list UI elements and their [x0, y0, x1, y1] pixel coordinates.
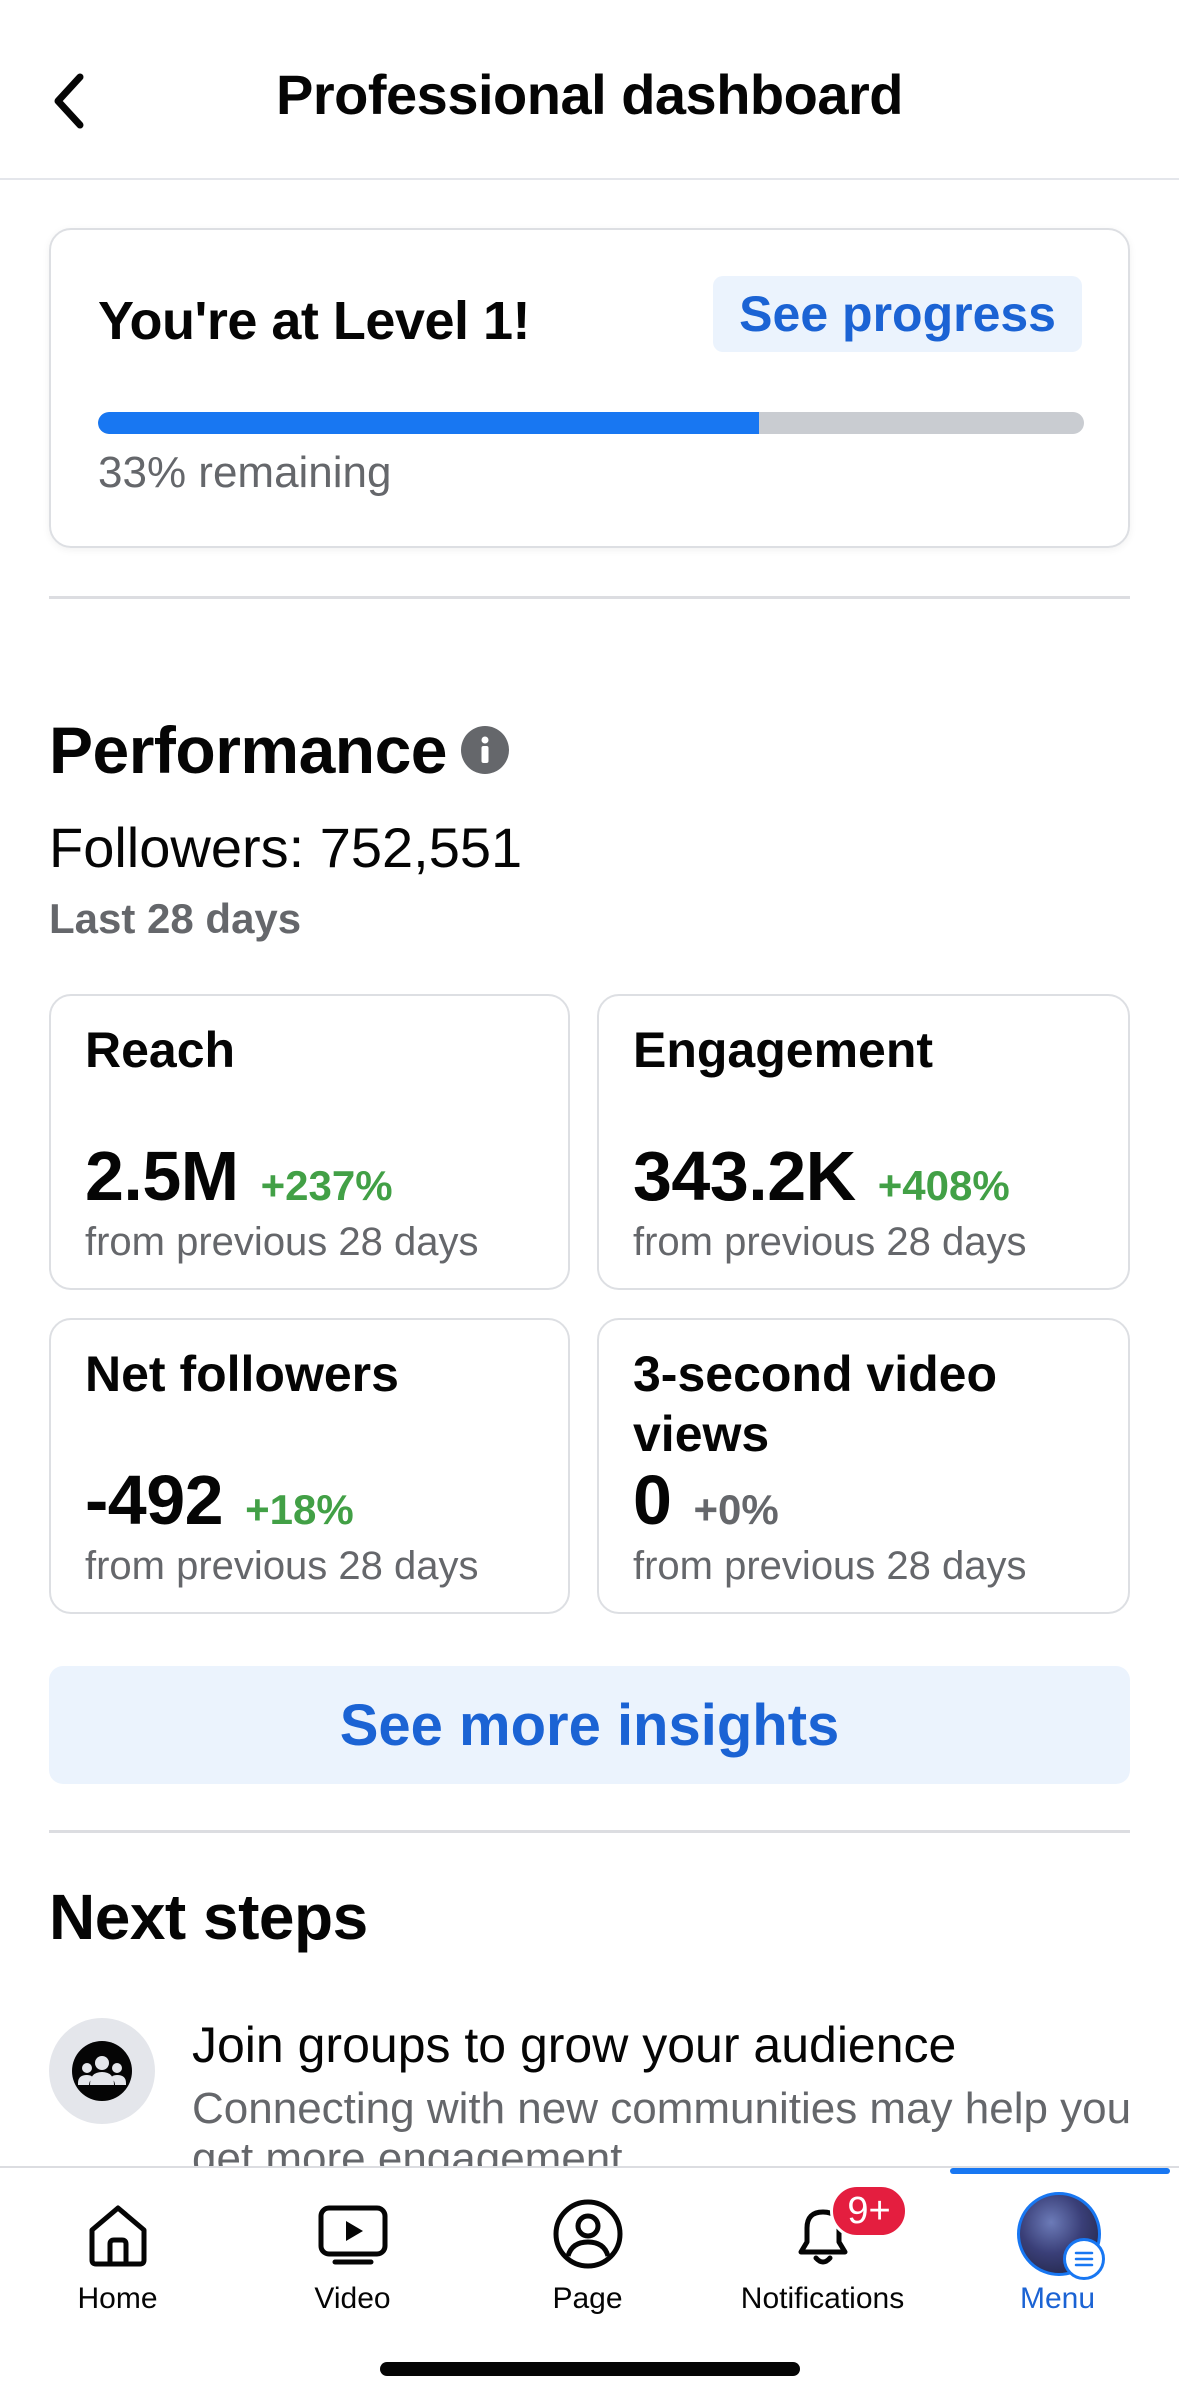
- header: Professional dashboard: [0, 0, 1179, 180]
- divider: [49, 596, 1130, 599]
- groups-icon: [72, 2041, 132, 2101]
- metric-change: +0%: [693, 1486, 779, 1533]
- metric-subtext: from previous 28 days: [633, 1544, 1027, 1588]
- metric-title: 3-second video views: [633, 1346, 997, 1462]
- metric-change: +237%: [260, 1162, 393, 1209]
- nav-item-notifications[interactable]: Notifications: [705, 2168, 940, 2338]
- metric-subtext: from previous 28 days: [633, 1220, 1027, 1264]
- level-card: You're at Level 1! See progress 33% rema…: [49, 228, 1130, 548]
- metric-value: 0: [633, 1461, 672, 1539]
- page-icon: [553, 2199, 622, 2269]
- nav-item-video[interactable]: Video: [235, 2168, 470, 2338]
- nav-label: Home: [77, 2282, 158, 2315]
- info-icon[interactable]: [461, 726, 510, 774]
- metric-row: 0 +0%: [633, 1460, 779, 1540]
- metric-row: 343.2K +408%: [633, 1136, 1010, 1216]
- see-more-insights-button[interactable]: See more insights: [49, 1666, 1130, 1784]
- metric-card-video-views[interactable]: 3-second video views 0 +0% from previous…: [597, 1318, 1130, 1614]
- nav-active-indicator: [950, 2168, 1170, 2174]
- metric-change: +18%: [245, 1486, 354, 1533]
- metric-change: +408%: [877, 1162, 1010, 1209]
- home-indicator: [380, 2362, 800, 2376]
- metric-subtext: from previous 28 days: [85, 1220, 479, 1264]
- remaining-text: 33% remaining: [98, 448, 392, 497]
- back-button[interactable]: [40, 66, 100, 136]
- period-label: Last 28 days: [49, 895, 302, 942]
- performance-heading: Performance: [49, 712, 510, 788]
- metric-title: Engagement: [633, 1022, 934, 1078]
- metric-card-engagement[interactable]: Engagement 343.2K +408% from previous 28…: [597, 994, 1130, 1290]
- nav-label: Video: [314, 2282, 391, 2315]
- step-icon: [49, 2018, 155, 2124]
- page-title: Professional dashboard: [276, 63, 903, 126]
- nav-item-menu[interactable]: Menu: [940, 2168, 1175, 2338]
- notifications-badge: 9+: [830, 2184, 908, 2238]
- metric-title: Reach: [85, 1022, 236, 1078]
- metric-row: -492 +18%: [85, 1460, 354, 1540]
- chevron-left-icon: [54, 73, 84, 129]
- step-title[interactable]: Join groups to grow your audience: [192, 2017, 957, 2073]
- nav-label: Notifications: [740, 2282, 905, 2315]
- level-progress-fill: [98, 412, 759, 434]
- metric-card-net-followers[interactable]: Net followers -492 +18% from previous 28…: [49, 1318, 570, 1614]
- performance-title: Performance: [49, 713, 448, 787]
- step-description: Connecting with new communities may help…: [192, 2084, 1132, 2183]
- metric-title: Net followers: [85, 1346, 399, 1402]
- home-icon: [89, 2205, 146, 2267]
- divider: [49, 1830, 1130, 1833]
- metric-value: 343.2K: [633, 1137, 856, 1215]
- nav-item-home[interactable]: Home: [0, 2168, 235, 2338]
- next-steps-title: Next steps: [49, 1881, 368, 1953]
- metric-value: -492: [85, 1461, 224, 1539]
- menu-icon: [1063, 2238, 1105, 2280]
- metric-card-reach[interactable]: Reach 2.5M +237% from previous 28 days: [49, 994, 570, 1290]
- video-icon: [318, 2205, 387, 2265]
- metric-subtext: from previous 28 days: [85, 1544, 479, 1588]
- nav-label: Menu: [1019, 2282, 1096, 2315]
- followers-count: Followers: 752,551: [49, 816, 523, 879]
- level-title: You're at Level 1!: [98, 291, 531, 351]
- nav-item-page[interactable]: Page: [470, 2168, 705, 2338]
- level-progress-bar: [98, 412, 1084, 434]
- metric-value: 2.5M: [85, 1137, 239, 1215]
- see-progress-button[interactable]: See progress: [713, 276, 1082, 352]
- nav-label: Page: [552, 2282, 623, 2315]
- metric-row: 2.5M +237%: [85, 1136, 393, 1216]
